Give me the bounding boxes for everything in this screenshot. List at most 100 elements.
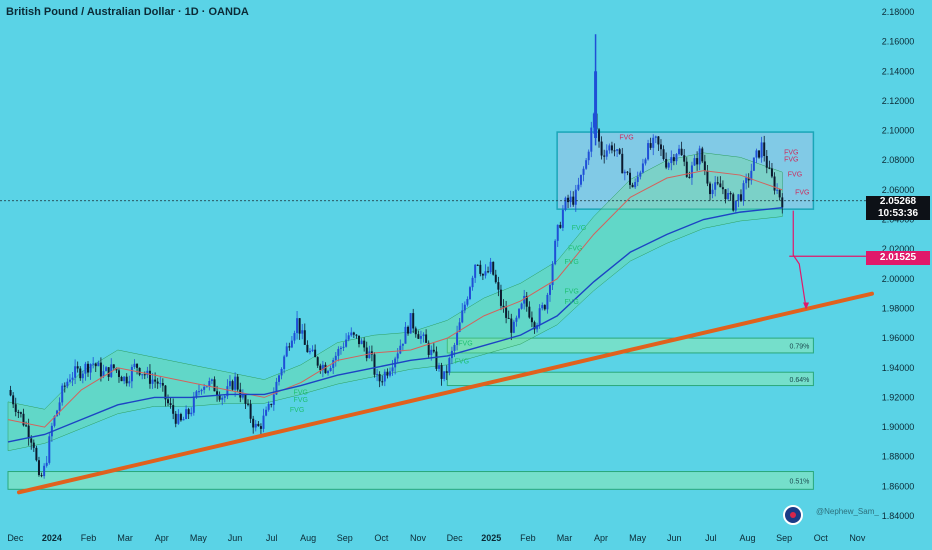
fvg-label: FVG: [455, 358, 469, 365]
candle-body: [58, 402, 61, 411]
bar-countdown: 10:53:36: [877, 208, 919, 219]
y-tick-label: 2.14000: [882, 66, 915, 76]
demand-zone: [7, 471, 814, 490]
candle-body: [621, 153, 624, 174]
candle-body: [156, 381, 159, 384]
candle-body: [205, 386, 208, 388]
candle-body: [262, 415, 265, 429]
x-tick-label: Feb: [520, 533, 536, 543]
y-tick-label: 1.88000: [882, 452, 915, 462]
x-tick-label: Sep: [337, 533, 353, 543]
candle-body: [146, 370, 149, 376]
demand-zone: [446, 371, 814, 387]
candle-body: [719, 183, 722, 188]
candle-body: [409, 313, 412, 334]
y-tick-label: 2.08000: [882, 155, 915, 165]
candle-body: [306, 344, 309, 353]
x-tick-label: Sep: [776, 533, 792, 543]
candle-body: [391, 367, 394, 372]
y-tick-label: 1.86000: [882, 481, 915, 491]
candle-body: [587, 151, 590, 161]
candle-body: [148, 370, 151, 384]
candle-body: [693, 158, 696, 166]
candle-body: [123, 376, 126, 382]
fvg-label: FVG: [294, 389, 308, 396]
candle-body: [283, 356, 286, 369]
candle-body: [9, 390, 12, 396]
candle-body: [548, 285, 551, 295]
x-tick-label: 2024: [42, 533, 62, 543]
fvg-label: FVG: [568, 246, 582, 253]
candle-body: [316, 357, 319, 366]
fvg-label: FVG: [564, 299, 578, 306]
y-tick-label: 1.84000: [882, 511, 915, 521]
fvg-label: FVG: [788, 172, 802, 179]
candle-body: [376, 374, 379, 376]
x-tick-label: Jul: [266, 533, 278, 543]
projection-arrow-icon: [803, 302, 810, 310]
candle-body: [110, 364, 113, 377]
candle-body: [776, 189, 779, 191]
candle-body: [92, 363, 95, 365]
candle-body: [419, 335, 422, 339]
x-tick-label: Oct: [374, 533, 389, 543]
candle-body: [579, 174, 582, 185]
x-tick-label: Mar: [117, 533, 133, 543]
candle-body: [76, 366, 79, 369]
zone-label: 0.51%: [790, 478, 810, 485]
candle-body: [120, 376, 123, 382]
candle-body: [696, 158, 699, 165]
candle-body: [130, 366, 133, 382]
candle-body: [647, 143, 650, 160]
candle-body: [598, 129, 601, 142]
candle-body: [358, 335, 361, 345]
candle-body: [99, 362, 102, 377]
candle-body: [600, 141, 603, 156]
candle-body: [223, 396, 226, 398]
candle-body: [311, 349, 314, 351]
candle-body: [94, 363, 97, 367]
candle-body: [755, 150, 758, 158]
candle-body: [505, 307, 508, 318]
candle-body: [590, 127, 593, 152]
candle-body: [275, 381, 278, 395]
moving-averages: [7, 170, 783, 443]
candle-body: [164, 385, 167, 400]
candle-body: [314, 349, 317, 358]
candle-body: [634, 182, 637, 188]
candle-body: [714, 182, 717, 190]
candle-body: [732, 194, 735, 211]
candle-body: [463, 304, 466, 311]
candle-body: [27, 425, 30, 439]
candle-body: [499, 289, 502, 306]
candle-body: [432, 349, 435, 352]
candle-body: [773, 176, 776, 191]
candle-body: [458, 322, 461, 332]
candle-body: [724, 189, 727, 200]
candle-body: [515, 317, 518, 322]
candle-body: [466, 299, 469, 305]
candle-body: [610, 145, 613, 151]
fvg-label: FVG: [572, 225, 586, 232]
target-price-badge: 2.01525: [866, 251, 930, 265]
candle-body: [507, 317, 510, 319]
candle-body: [174, 413, 177, 424]
candle-body: [63, 385, 66, 387]
trendline: [16, 291, 874, 495]
candle-body: [438, 365, 441, 369]
candle-body: [136, 363, 139, 368]
candle-body: [688, 176, 691, 178]
candle-body: [683, 155, 686, 162]
candle-body: [43, 465, 46, 477]
candle-body: [381, 381, 384, 383]
candle-body: [662, 149, 665, 159]
candle-body: [492, 261, 495, 275]
candle-body: [729, 192, 732, 195]
candle-body: [711, 189, 714, 195]
candle-body: [631, 184, 634, 188]
candle-body: [613, 150, 616, 152]
candle-body: [12, 395, 15, 405]
fvg-label: FVG: [784, 149, 798, 156]
